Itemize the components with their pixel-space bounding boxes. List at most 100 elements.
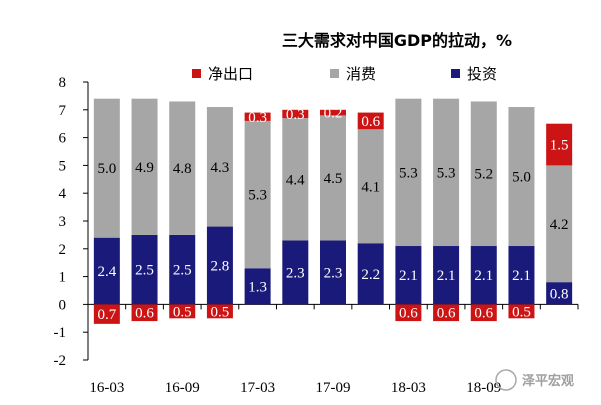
data-label: 4.4 (286, 172, 305, 188)
bar-net-exports (320, 109, 346, 116)
data-labels: 2.4 5.0 0.7 2.5 4.9 0.6 2.5 4.8 0.5 2.8 4.3 0.5 1.3 5… (97, 106, 568, 324)
bar-net-exports (433, 304, 460, 322)
y-tick-label: 3 (59, 214, 67, 230)
data-label: 2.1 (474, 268, 493, 284)
legend-label: 投资 (467, 65, 497, 83)
data-label: 4.1 (361, 179, 380, 195)
bar-net-exports (169, 304, 196, 319)
data-label: 5.0 (97, 161, 116, 177)
data-label: 1.5 (550, 138, 569, 154)
bar-investment (357, 243, 384, 305)
y-axis: -2 -1 0 1 2 3 4 5 6 7 8 (54, 75, 89, 369)
x-tick-label: 16-03 (89, 380, 124, 396)
legend: 净出口 消费 投资 (192, 65, 497, 83)
bar-consumption (206, 107, 233, 227)
bar-consumption (357, 129, 384, 244)
y-tick-label: -1 (54, 325, 67, 341)
legend-label: 消费 (346, 65, 376, 83)
bar-consumption (169, 101, 196, 235)
bar-net-exports (131, 304, 158, 322)
bar-investment (282, 240, 309, 305)
data-label: 4.2 (550, 217, 569, 233)
bar-consumption (282, 118, 309, 241)
bars (93, 98, 573, 324)
y-tick-label: 5 (59, 158, 67, 174)
y-tick-label: -2 (54, 353, 67, 369)
data-label: 2.1 (437, 268, 456, 284)
legend-swatch (451, 69, 460, 78)
data-label: 2.5 (135, 263, 154, 279)
data-label: 2.4 (97, 264, 116, 280)
bar-investment (470, 246, 497, 305)
bar-net-exports (282, 109, 309, 119)
data-label: 1.3 (248, 279, 267, 295)
y-tick-label: 6 (59, 131, 67, 147)
legend-swatch (192, 69, 201, 78)
bar-investment (395, 246, 422, 305)
bar-net-exports (357, 112, 384, 130)
data-label: 5.3 (399, 165, 418, 181)
watermark-logo-icon (495, 369, 517, 391)
bar-investment (508, 246, 535, 305)
y-tick-label: 4 (59, 186, 67, 202)
chart-title: 三大需求对中国GDP的拉动，% (282, 31, 512, 50)
data-label: 5.2 (474, 167, 493, 183)
data-label: 0.7 (97, 307, 116, 323)
legend-label: 净出口 (208, 65, 253, 83)
bar-net-exports (546, 123, 573, 166)
bar-consumption (320, 115, 346, 241)
bar-net-exports (470, 304, 497, 322)
bar-consumption (131, 98, 158, 235)
data-label: 0.5 (512, 304, 531, 320)
data-label: 5.3 (437, 165, 456, 181)
bar-net-exports (244, 112, 271, 121)
data-label: 0.2 (324, 106, 343, 122)
x-tick-label: 18-03 (391, 380, 426, 396)
data-label: 2.5 (173, 263, 192, 279)
bar-net-exports (93, 304, 120, 324)
bar-investment (244, 268, 271, 305)
bar-consumption (433, 98, 460, 247)
bar-investment (433, 246, 460, 305)
x-tick-label: 16-09 (165, 380, 200, 396)
x-tick-label: 17-09 (316, 380, 351, 396)
bar-net-exports (206, 304, 233, 319)
data-label: 2.1 (512, 268, 531, 284)
y-tick-label: 2 (59, 242, 67, 258)
y-tick-label: 8 (59, 75, 67, 91)
data-label: 2.1 (399, 268, 418, 284)
data-label: 2.3 (286, 265, 305, 281)
data-label: 5.0 (512, 170, 531, 186)
data-label: 2.2 (361, 267, 380, 283)
data-label: 0.6 (399, 306, 418, 322)
data-label: 4.9 (135, 160, 154, 176)
x-axis: 16-03 16-09 17-03 17-09 18-03 18-09 (87, 303, 579, 396)
bar-consumption (244, 120, 271, 269)
data-label: 4.8 (173, 161, 192, 177)
bar-consumption (470, 101, 497, 247)
data-label: 0.5 (173, 304, 192, 320)
data-label: 2.8 (211, 258, 230, 274)
bar-investment (93, 237, 120, 305)
data-label: 4.5 (324, 171, 343, 187)
x-tick-label: 18-09 (466, 380, 501, 396)
data-label: 0.6 (361, 114, 380, 130)
bar-investment (169, 234, 196, 305)
bar-investment (546, 282, 573, 305)
watermark: 泽平宏观 (495, 369, 574, 391)
data-label: 4.3 (211, 160, 230, 176)
data-label: 0.3 (286, 107, 305, 123)
bar-investment (206, 226, 233, 305)
data-label: 2.3 (324, 265, 343, 281)
y-tick-label: 0 (59, 297, 67, 313)
bar-consumption (508, 107, 535, 247)
bar-net-exports (508, 304, 535, 319)
legend-swatch (330, 69, 339, 78)
data-label: 0.6 (437, 306, 456, 322)
data-label: 0.8 (550, 286, 569, 302)
bar-consumption (93, 98, 120, 238)
bar-investment (320, 240, 346, 305)
data-label: 0.6 (474, 306, 493, 322)
x-tick-label: 17-03 (240, 380, 275, 396)
